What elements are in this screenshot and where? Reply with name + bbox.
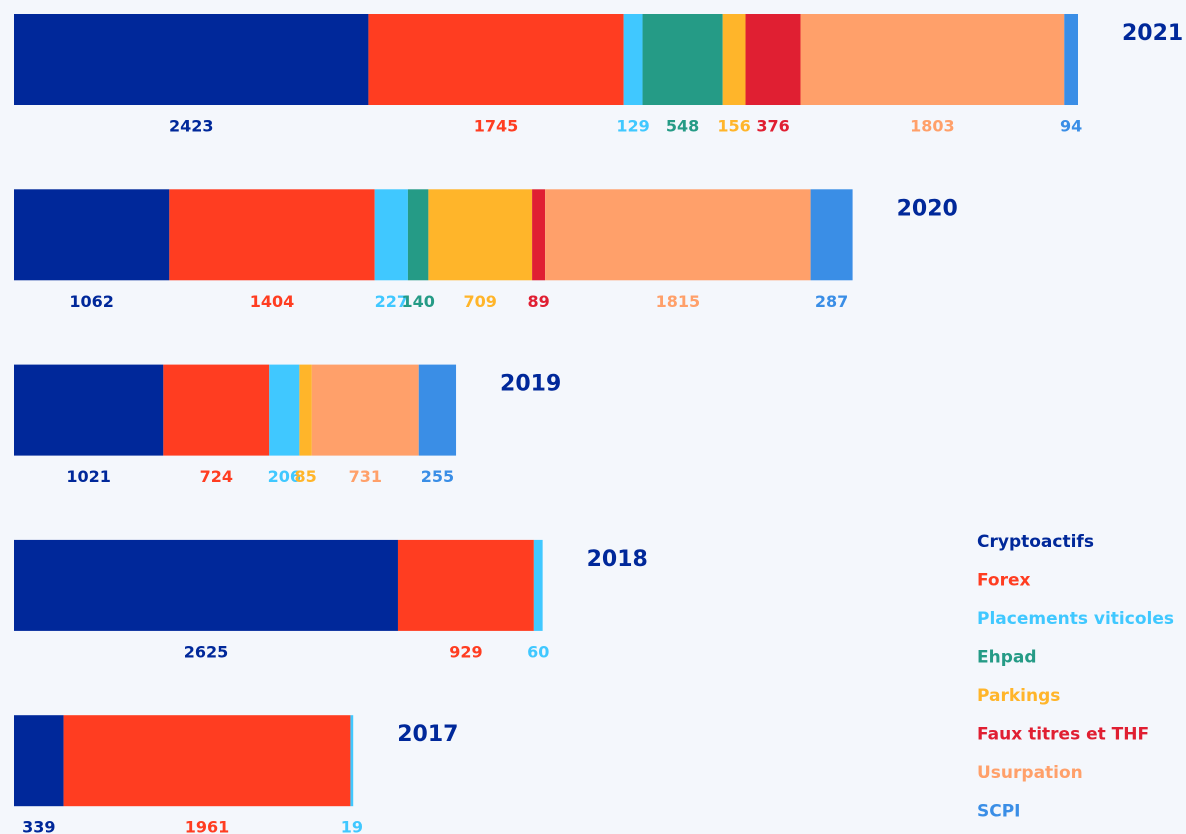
legend-entry: Parkings bbox=[977, 686, 1060, 706]
value-label: 709 bbox=[464, 292, 497, 311]
legend-entry: Faux titres et THF bbox=[977, 725, 1149, 745]
value-label: 287 bbox=[815, 292, 848, 311]
bar-segment bbox=[311, 364, 419, 456]
bar-segment bbox=[642, 14, 723, 105]
bar-segment bbox=[623, 14, 643, 105]
year-label: 2018 bbox=[587, 547, 648, 572]
bar-segment bbox=[350, 715, 354, 807]
value-label: 156 bbox=[717, 117, 750, 136]
value-label: 1062 bbox=[69, 292, 114, 311]
value-label: 140 bbox=[401, 292, 434, 311]
bar-segment bbox=[14, 189, 170, 281]
bar-segment bbox=[407, 189, 429, 281]
value-label: 227 bbox=[375, 292, 408, 311]
value-label: 1961 bbox=[185, 818, 230, 834]
bar-segment bbox=[428, 189, 533, 281]
value-label: 1021 bbox=[66, 467, 111, 486]
value-label: 339 bbox=[22, 818, 55, 834]
bar-segment bbox=[800, 14, 1065, 105]
bar-segment bbox=[163, 364, 270, 456]
value-label: 1745 bbox=[474, 117, 519, 136]
legend-entry: SCPI bbox=[977, 802, 1021, 822]
bar-segment bbox=[269, 364, 300, 456]
value-label: 255 bbox=[421, 467, 454, 486]
legend-entry: Cryptoactifs bbox=[977, 532, 1094, 552]
bar-segment bbox=[722, 14, 746, 105]
value-label: 1815 bbox=[656, 292, 701, 311]
value-label: 2625 bbox=[184, 642, 229, 661]
value-label: 1404 bbox=[250, 292, 295, 311]
bar-segment bbox=[810, 189, 853, 281]
bar-segment bbox=[169, 189, 375, 281]
value-label: 724 bbox=[200, 467, 233, 486]
bar-segment bbox=[14, 364, 164, 456]
bar-segment bbox=[545, 189, 811, 281]
value-label: 129 bbox=[616, 117, 649, 136]
value-label: 89 bbox=[527, 292, 549, 311]
legend-entry: Placements viticoles bbox=[977, 609, 1174, 629]
bar-segment bbox=[397, 539, 534, 631]
bar-segment bbox=[533, 539, 543, 631]
bar-segment bbox=[14, 539, 398, 631]
bar-segment bbox=[14, 715, 64, 807]
value-label: 19 bbox=[341, 818, 363, 834]
value-label: 1803 bbox=[910, 117, 955, 136]
year-label: 2021 bbox=[1122, 21, 1183, 46]
value-label: 94 bbox=[1060, 117, 1082, 136]
value-label: 548 bbox=[666, 117, 699, 136]
value-label: 929 bbox=[449, 642, 482, 661]
bar-segment bbox=[532, 189, 546, 281]
legend-entry: Ehpad bbox=[977, 648, 1037, 668]
year-label: 2020 bbox=[897, 196, 958, 221]
year-label: 2019 bbox=[500, 372, 561, 397]
bar-segment bbox=[63, 715, 351, 807]
bar-segment bbox=[418, 364, 457, 456]
legend-entry: Usurpation bbox=[977, 763, 1083, 783]
bar-segment bbox=[1064, 14, 1078, 105]
legend-entry: Forex bbox=[977, 571, 1031, 591]
bar-segment bbox=[745, 14, 801, 105]
value-label: 206 bbox=[268, 467, 301, 486]
bar-segment bbox=[14, 14, 369, 105]
bar-segment bbox=[368, 14, 624, 105]
value-label: 2423 bbox=[169, 117, 214, 136]
value-label: 60 bbox=[527, 642, 549, 661]
year-label: 2017 bbox=[397, 722, 458, 747]
value-label: 376 bbox=[756, 117, 789, 136]
bar-segment bbox=[374, 189, 408, 281]
value-label: 85 bbox=[294, 467, 316, 486]
bar-segment bbox=[299, 364, 312, 456]
value-label: 731 bbox=[349, 467, 382, 486]
